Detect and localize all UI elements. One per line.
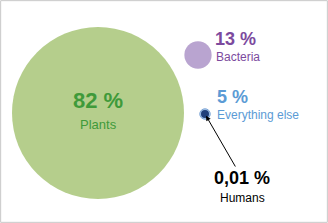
svg-text:13 %: 13 % — [215, 29, 256, 49]
svg-text:Humans: Humans — [220, 191, 265, 205]
svg-text:5 %: 5 % — [217, 87, 248, 107]
svg-text:82 %: 82 % — [73, 88, 123, 113]
svg-text:Everything else: Everything else — [217, 108, 299, 122]
svg-text:Plants: Plants — [80, 117, 117, 132]
svg-text:0,01 %: 0,01 % — [214, 168, 270, 188]
svg-text:Bacteria: Bacteria — [216, 50, 260, 64]
